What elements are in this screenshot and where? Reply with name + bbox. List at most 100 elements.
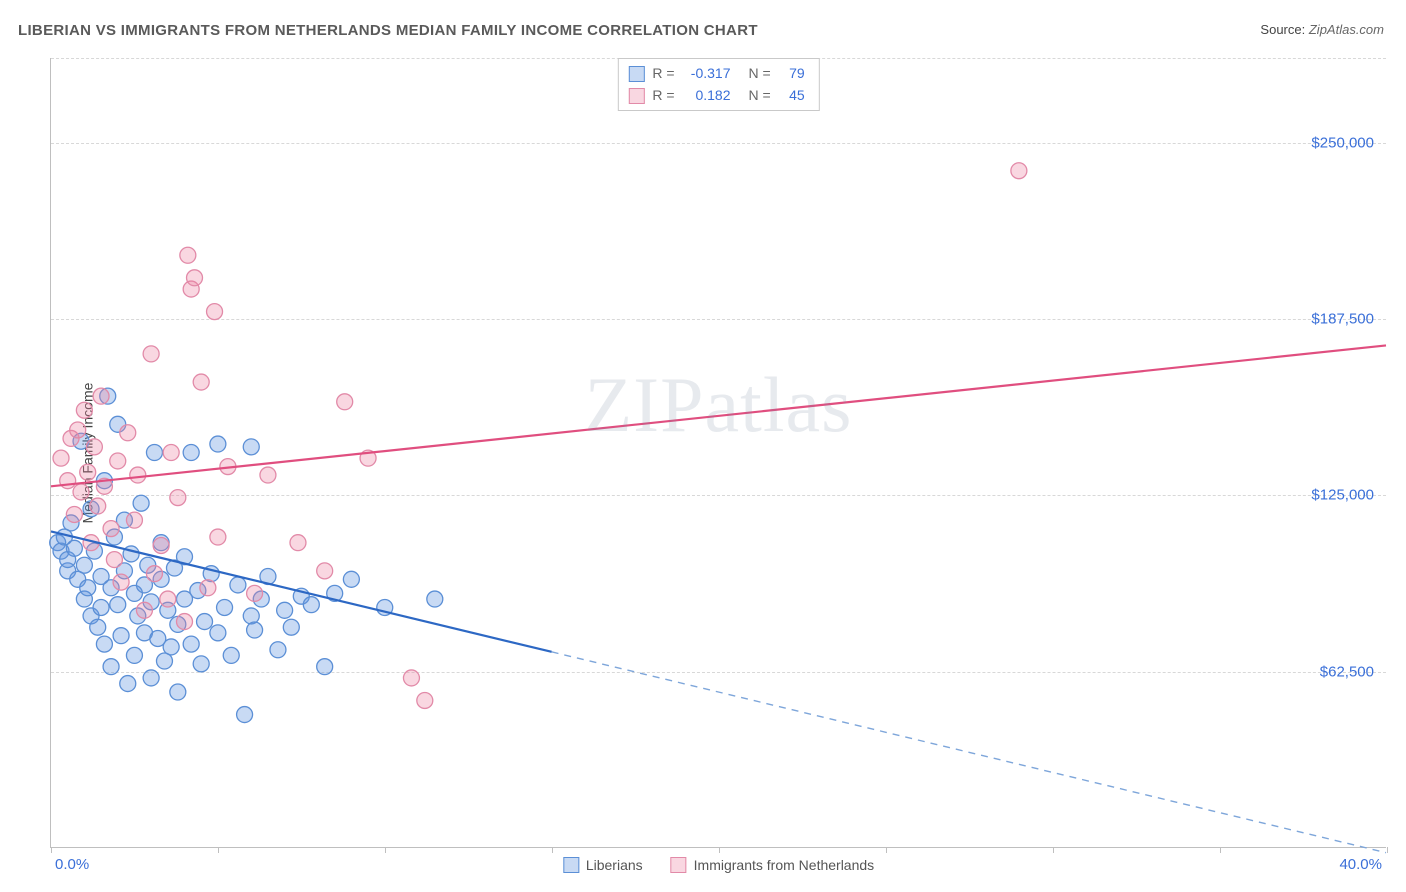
data-point [210,625,226,641]
data-point [283,619,299,635]
data-point [417,692,433,708]
data-point [66,507,82,523]
series-legend-label: Liberians [586,857,643,873]
data-point [243,439,259,455]
data-point [193,656,209,672]
data-point [93,599,109,615]
x-tick [1053,847,1054,853]
data-point [163,445,179,461]
data-point [146,445,162,461]
series-legend-label: Immigrants from Netherlands [694,857,875,873]
legend-stat-label: N = [749,85,771,107]
legend-n-value: 45 [779,85,805,107]
data-point [247,585,263,601]
data-point [136,602,152,618]
x-axis-min-label: 0.0% [55,856,89,873]
data-point [96,636,112,652]
data-point [146,566,162,582]
data-point [317,659,333,675]
legend-swatch [671,857,687,873]
data-point [103,521,119,537]
data-point [76,402,92,418]
correlation-legend-row: R = 0.182 N = 45 [628,85,804,107]
x-tick [218,847,219,853]
source-attribution: Source: ZipAtlas.com [1260,22,1384,37]
x-tick [552,847,553,853]
legend-stat-label: R = [652,63,674,85]
data-point [70,422,86,438]
source-label: Source: [1260,22,1305,37]
data-point [110,597,126,613]
data-point [93,388,109,404]
data-point [120,676,136,692]
data-point [183,445,199,461]
data-point [1011,163,1027,179]
data-point [210,529,226,545]
data-point [200,580,216,596]
data-point [80,580,96,596]
data-point [163,639,179,655]
data-point [170,684,186,700]
data-point [130,467,146,483]
data-point [217,599,233,615]
series-legend-item: Immigrants from Netherlands [671,857,875,873]
data-point [343,571,359,587]
data-point [403,670,419,686]
data-point [133,495,149,511]
correlation-legend-row: R =-0.317N =79 [628,63,804,85]
series-legend-item: Liberians [563,857,643,873]
data-point [153,537,169,553]
data-point [277,602,293,618]
data-point [337,394,353,410]
data-point [193,374,209,390]
source-value: ZipAtlas.com [1309,22,1384,37]
x-tick [1387,847,1388,853]
data-point [90,498,106,514]
legend-swatch [628,66,644,82]
data-point [183,636,199,652]
legend-swatch [563,857,579,873]
data-point [230,577,246,593]
x-tick [719,847,720,853]
legend-swatch [628,88,644,104]
chart-title: LIBERIAN VS IMMIGRANTS FROM NETHERLANDS … [18,22,758,39]
correlation-legend: R =-0.317N =79R = 0.182 N = 45 [617,58,819,111]
legend-stat-label: R = [652,85,674,107]
data-point [110,453,126,469]
legend-r-value: 0.182 [683,85,731,107]
data-point [76,557,92,573]
data-point [317,563,333,579]
data-point [106,552,122,568]
scatter-svg [51,58,1386,847]
x-tick [385,847,386,853]
data-point [237,707,253,723]
plot-area: Median Family Income $62,500$125,000$187… [50,58,1386,848]
data-point [66,540,82,556]
data-point [73,484,89,500]
data-point [180,247,196,263]
data-point [160,591,176,607]
data-point [260,467,276,483]
data-point [90,619,106,635]
series-legend: Liberians Immigrants from Netherlands [563,857,874,873]
data-point [80,464,96,480]
x-tick [51,847,52,853]
data-point [126,512,142,528]
data-point [290,535,306,551]
data-point [197,614,213,630]
data-point [170,490,186,506]
data-point [427,591,443,607]
data-point [243,608,259,624]
x-tick [886,847,887,853]
data-point [177,614,193,630]
data-point [187,270,203,286]
data-point [113,574,129,590]
data-point [86,439,102,455]
data-point [210,436,226,452]
data-point [120,425,136,441]
data-point [143,670,159,686]
x-axis-max-label: 40.0% [1339,856,1382,873]
regression-line [51,345,1386,486]
legend-stat-label: N = [749,63,771,85]
data-point [113,628,129,644]
